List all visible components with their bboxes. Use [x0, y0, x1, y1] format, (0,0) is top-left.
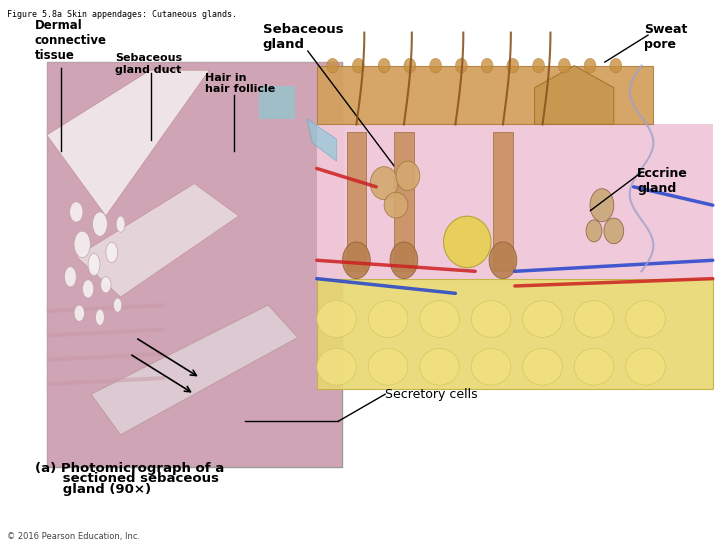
Polygon shape	[47, 352, 165, 362]
Ellipse shape	[481, 58, 493, 73]
Ellipse shape	[533, 58, 544, 73]
Ellipse shape	[74, 231, 90, 258]
Ellipse shape	[396, 161, 420, 191]
Ellipse shape	[444, 216, 491, 268]
Ellipse shape	[116, 216, 125, 232]
Text: Secretory cells: Secretory cells	[385, 388, 478, 401]
Ellipse shape	[74, 305, 84, 321]
Polygon shape	[47, 376, 165, 386]
Text: Dermal
connective
tissue: Dermal connective tissue	[35, 19, 107, 62]
Ellipse shape	[384, 192, 408, 218]
Ellipse shape	[353, 58, 364, 73]
Ellipse shape	[101, 276, 111, 293]
Ellipse shape	[430, 58, 441, 73]
Ellipse shape	[558, 58, 570, 73]
Ellipse shape	[575, 348, 613, 385]
Ellipse shape	[404, 58, 416, 73]
Ellipse shape	[369, 301, 408, 338]
Ellipse shape	[456, 58, 467, 73]
Ellipse shape	[70, 202, 83, 222]
Text: Figure 5.8a Skin appendages: Cutaneous glands.: Figure 5.8a Skin appendages: Cutaneous g…	[7, 10, 237, 19]
Ellipse shape	[343, 242, 370, 279]
Bar	[317, 279, 713, 389]
Ellipse shape	[575, 301, 613, 338]
Ellipse shape	[390, 242, 418, 279]
Ellipse shape	[420, 301, 459, 338]
Ellipse shape	[65, 267, 76, 287]
Ellipse shape	[114, 298, 122, 312]
Ellipse shape	[96, 309, 104, 325]
Ellipse shape	[586, 220, 602, 242]
Polygon shape	[307, 119, 337, 161]
Ellipse shape	[507, 58, 519, 73]
Text: Sweat
pore: Sweat pore	[644, 23, 688, 51]
Bar	[47, 62, 342, 467]
Ellipse shape	[472, 301, 511, 338]
Ellipse shape	[610, 58, 622, 73]
Ellipse shape	[626, 348, 665, 385]
Text: © 2016 Pearson Education, Inc.: © 2016 Pearson Education, Inc.	[7, 532, 140, 540]
Text: Sebaceous
gland duct: Sebaceous gland duct	[115, 53, 182, 75]
Ellipse shape	[369, 348, 408, 385]
Bar	[394, 132, 414, 271]
Bar	[317, 124, 713, 279]
Ellipse shape	[584, 58, 596, 73]
Polygon shape	[47, 303, 165, 313]
Bar	[47, 62, 342, 467]
Polygon shape	[47, 327, 165, 338]
Text: gland (90×): gland (90×)	[35, 483, 150, 496]
Ellipse shape	[327, 58, 338, 73]
Polygon shape	[91, 305, 298, 435]
Ellipse shape	[88, 253, 100, 276]
Ellipse shape	[106, 242, 117, 262]
Ellipse shape	[590, 188, 614, 222]
Ellipse shape	[317, 301, 356, 338]
Text: Hair in
hair follicle: Hair in hair follicle	[205, 73, 276, 94]
Bar	[317, 66, 654, 124]
Bar	[259, 86, 294, 119]
Ellipse shape	[370, 167, 398, 200]
Text: Eccrine
gland: Eccrine gland	[637, 167, 688, 195]
Text: (a) Photomicrograph of a: (a) Photomicrograph of a	[35, 462, 224, 475]
Ellipse shape	[472, 348, 511, 385]
Ellipse shape	[626, 301, 665, 338]
Bar	[346, 132, 366, 271]
Polygon shape	[534, 66, 614, 124]
Text: Sebaceous
gland: Sebaceous gland	[263, 23, 343, 51]
Ellipse shape	[604, 218, 624, 244]
Ellipse shape	[420, 348, 459, 385]
Polygon shape	[76, 184, 239, 297]
Ellipse shape	[317, 348, 356, 385]
Ellipse shape	[83, 280, 94, 298]
Ellipse shape	[523, 348, 562, 385]
Bar	[493, 132, 513, 271]
Ellipse shape	[93, 212, 107, 237]
Ellipse shape	[378, 58, 390, 73]
Ellipse shape	[489, 242, 517, 279]
Polygon shape	[47, 70, 209, 216]
Text: sectioned sebaceous: sectioned sebaceous	[35, 472, 219, 485]
Ellipse shape	[523, 301, 562, 338]
